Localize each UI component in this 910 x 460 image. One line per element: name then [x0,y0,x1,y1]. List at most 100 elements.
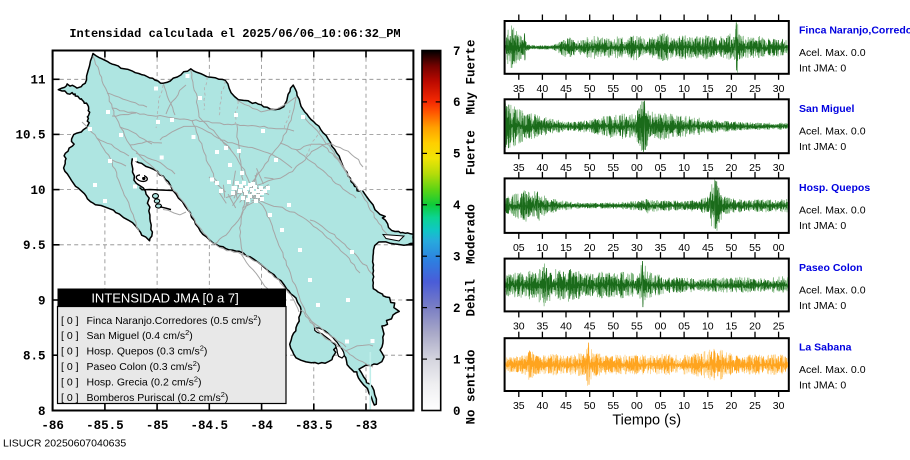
svg-text:9.5: 9.5 [23,239,46,253]
svg-text:Intensidad calculada el 2025/0: Intensidad calculada el 2025/06/06_10:06… [69,27,400,41]
svg-text:10: 10 [702,320,714,332]
svg-text:Fuerte: Fuerte [465,130,479,175]
svg-text:-85: -85 [146,419,169,433]
svg-text:11: 11 [30,74,45,88]
svg-text:20: 20 [726,83,738,95]
svg-text:25: 25 [607,242,619,254]
svg-text:55: 55 [631,320,643,332]
svg-text:25: 25 [749,83,761,95]
svg-text:-86: -86 [41,419,64,433]
svg-text:10: 10 [30,184,45,198]
svg-text:15: 15 [702,83,714,95]
svg-text:Tiempo (s): Tiempo (s) [612,413,681,429]
svg-text:Int JMA: 0: Int JMA: 0 [799,300,846,312]
svg-text:No sentido: No sentido [465,349,479,424]
svg-text:05: 05 [655,400,667,412]
svg-text:00: 00 [773,242,785,254]
svg-text:40: 40 [560,320,572,332]
svg-text:35: 35 [513,83,525,95]
svg-text:Int JMA: 0: Int JMA: 0 [799,141,846,153]
svg-text:40: 40 [678,242,690,254]
svg-text:35: 35 [537,320,549,332]
svg-text:40: 40 [537,162,549,174]
svg-text:15: 15 [560,242,572,254]
svg-text:25: 25 [773,320,785,332]
svg-text:Int JMA: 0: Int JMA: 0 [799,380,846,392]
svg-text:Hosp. Quepos: Hosp. Quepos [799,182,870,194]
svg-text:7: 7 [453,45,461,59]
svg-text:05: 05 [655,162,667,174]
svg-text:10: 10 [537,242,549,254]
svg-text:45: 45 [560,83,572,95]
svg-text:10: 10 [678,83,690,95]
svg-text:00: 00 [631,400,643,412]
svg-text:00: 00 [631,162,643,174]
svg-text:Int JMA: 0: Int JMA: 0 [799,220,846,232]
svg-text:San Miguel: San Miguel [799,103,855,115]
svg-text:25: 25 [749,400,761,412]
svg-text:[ 0 ]: [ 0 ] [61,330,79,342]
svg-text:Moderado: Moderado [465,204,479,264]
svg-text:4: 4 [453,199,461,213]
svg-text:30: 30 [773,83,785,95]
svg-text:La Sabana: La Sabana [799,342,852,354]
svg-text:Acel. Max. 0.0: Acel. Max. 0.0 [799,204,866,216]
svg-text:55: 55 [607,162,619,174]
svg-text:Acel. Max. 0.0: Acel. Max. 0.0 [799,47,866,59]
svg-text:6: 6 [453,96,461,110]
svg-text:-84.5: -84.5 [191,419,229,433]
svg-text:10.5: 10.5 [15,129,45,143]
svg-text:9: 9 [38,294,46,308]
svg-text:0: 0 [453,405,461,419]
svg-text:Finca Naranjo,Corredores: Finca Naranjo,Corredores [799,25,910,37]
svg-text:Acel. Max. 0.0: Acel. Max. 0.0 [799,285,866,297]
svg-text:50: 50 [607,320,619,332]
svg-text:LISUCR 20250607040635: LISUCR 20250607040635 [3,438,126,450]
svg-text:15: 15 [702,162,714,174]
svg-text:8: 8 [38,405,46,419]
svg-text:55: 55 [607,400,619,412]
svg-text:35: 35 [655,242,667,254]
svg-text:5: 5 [453,148,461,162]
svg-text:55: 55 [749,242,761,254]
svg-text:San Miguel (0.4 cm/s2): San Miguel (0.4 cm/s2) [87,328,193,342]
svg-text:00: 00 [655,320,667,332]
svg-text:[ 0 ]: [ 0 ] [61,376,79,388]
svg-text:05: 05 [678,320,690,332]
svg-text:45: 45 [560,400,572,412]
svg-text:50: 50 [584,83,596,95]
svg-text:Paseo Colon: Paseo Colon [799,262,863,274]
svg-text:30: 30 [631,242,643,254]
svg-text:3: 3 [453,251,461,265]
svg-text:55: 55 [607,83,619,95]
svg-text:Paseo Colon (0.3 cm/s2): Paseo Colon (0.3 cm/s2) [87,359,201,373]
svg-text:-85.5: -85.5 [86,419,124,433]
svg-text:Muy Fuerte: Muy Fuerte [465,39,479,114]
svg-text:15: 15 [726,320,738,332]
svg-text:05: 05 [513,242,525,254]
svg-text:30: 30 [513,320,525,332]
svg-text:Acel. Max. 0.0: Acel. Max. 0.0 [799,364,866,376]
svg-text:35: 35 [513,162,525,174]
svg-text:50: 50 [584,400,596,412]
svg-text:[ 0 ]: [ 0 ] [61,315,79,327]
svg-text:05: 05 [655,83,667,95]
svg-text:-83.5: -83.5 [295,419,333,433]
svg-text:Int JMA: 0: Int JMA: 0 [799,63,846,75]
svg-text:30: 30 [773,162,785,174]
svg-text:50: 50 [726,242,738,254]
svg-text:35: 35 [513,400,525,412]
svg-text:25: 25 [749,162,761,174]
svg-text:INTENSIDAD JMA [0 a 7]: INTENSIDAD JMA [0 a 7] [91,291,238,306]
svg-text:15: 15 [702,400,714,412]
svg-text:Acel. Max. 0.0: Acel. Max. 0.0 [799,125,866,137]
svg-text:Hosp. Quepos (0.3 cm/s2): Hosp. Quepos (0.3 cm/s2) [87,344,208,358]
svg-text:40: 40 [537,83,549,95]
svg-text:20: 20 [749,320,761,332]
svg-text:20: 20 [726,400,738,412]
svg-text:2: 2 [453,302,461,316]
svg-text:[ 0 ]: [ 0 ] [61,346,79,358]
svg-text:45: 45 [560,162,572,174]
svg-text:Bomberos Puriscal (0.2 cm/s2): Bomberos Puriscal (0.2 cm/s2) [87,390,229,404]
svg-text:10: 10 [678,400,690,412]
